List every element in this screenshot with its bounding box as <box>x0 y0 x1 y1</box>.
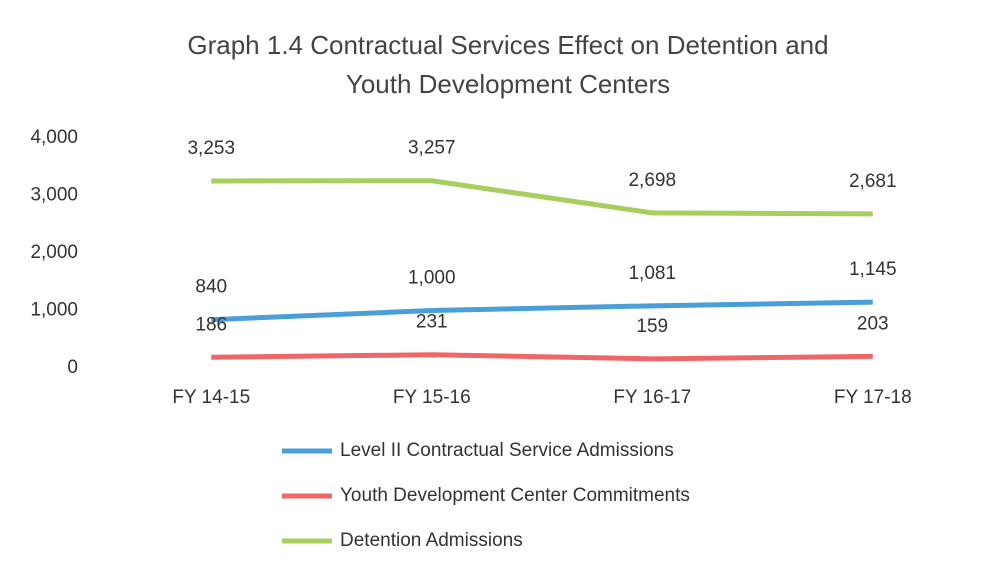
y-tick-label: 0 <box>67 357 78 378</box>
x-tick-label: FY 15-16 <box>393 387 471 408</box>
legend-label: Youth Development Center Commitments <box>340 485 690 506</box>
data-label: 231 <box>416 312 448 333</box>
data-label: 840 <box>195 277 227 298</box>
data-label: 2,698 <box>628 170 676 191</box>
y-tick-label: 1,000 <box>30 300 78 321</box>
x-tick-label: FY 17-18 <box>834 387 912 408</box>
series-line <box>211 299 873 323</box>
legend-label: Detention Admissions <box>340 530 523 551</box>
data-label: 159 <box>636 316 668 337</box>
data-label: 203 <box>857 313 889 334</box>
data-label: 1,000 <box>408 268 456 289</box>
y-tick-label: 3,000 <box>30 185 78 206</box>
chart-title: Youth Development Centers <box>346 69 670 99</box>
data-label: 186 <box>195 314 227 335</box>
series-line <box>211 178 873 217</box>
data-label: 1,081 <box>628 263 676 284</box>
data-label: 3,253 <box>187 138 235 159</box>
chart-title: Graph 1.4 Contractual Services Effect on… <box>187 30 828 60</box>
y-tick-label: 4,000 <box>30 127 78 148</box>
legend-label: Level II Contractual Service Admissions <box>340 440 674 461</box>
y-tick-label: 2,000 <box>30 242 78 263</box>
x-tick-label: FY 14-15 <box>172 387 250 408</box>
x-tick-label: FY 16-17 <box>613 387 691 408</box>
data-label: 3,257 <box>408 138 456 159</box>
series-line <box>211 352 873 362</box>
data-label: 2,681 <box>849 171 897 192</box>
data-label: 1,145 <box>849 259 897 280</box>
